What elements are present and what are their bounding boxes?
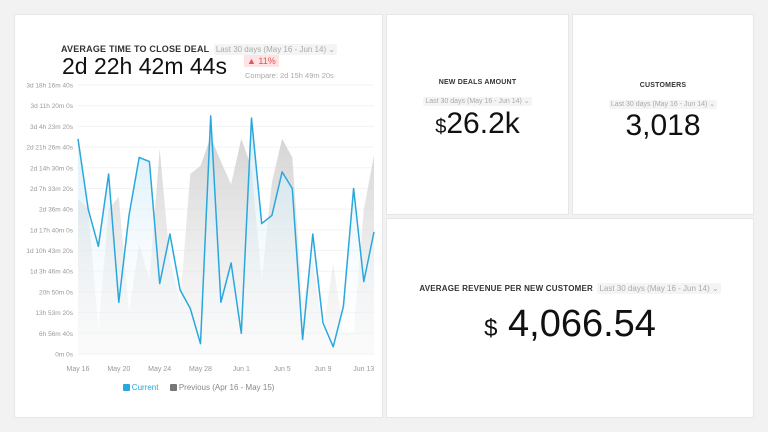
value-text: 4,066.54 — [508, 303, 656, 345]
metric-value: $26.2k — [387, 107, 568, 141]
panel-title: CUSTOMERS — [639, 82, 687, 89]
avg-revenue-panel: AVERAGE REVENUE PER NEW CUSTOMER Last 30… — [386, 218, 754, 418]
change-badge: ▲ 11% — [244, 55, 279, 67]
date-range-dropdown[interactable]: Last 30 days (May 16 - Jun 14) ⌄ — [597, 283, 721, 294]
date-range-label: Last 30 days (May 16 - Jun 14) — [215, 45, 327, 54]
new-deals-panel: NEW DEALS AMOUNT Last 30 days (May 16 - … — [386, 14, 569, 215]
legend-previous[interactable]: Previous (Apr 16 - May 15) — [169, 383, 275, 392]
date-range-dropdown[interactable]: Last 30 days (May 16 - Jun 14) ⌄ — [423, 97, 532, 106]
checkbox-checked-icon — [122, 384, 130, 391]
value-text: 26.2k — [446, 107, 520, 140]
currency-symbol: $ — [435, 116, 447, 138]
chevron-down-icon: ⌄ — [328, 45, 336, 54]
date-range-label: Last 30 days (May 16 - Jun 14) — [610, 101, 708, 108]
customers-panel: CUSTOMERS Last 30 days (May 16 - Jun 14)… — [572, 14, 754, 215]
legend-previous-label: Previous (Apr 16 - May 15) — [178, 383, 275, 392]
metric-value: 2d 22h 42m 44s — [62, 53, 227, 79]
checkbox-checked-icon — [169, 384, 177, 391]
currency-symbol: $ — [484, 315, 498, 342]
panel-title: AVERAGE REVENUE PER NEW CUSTOMER — [419, 284, 593, 293]
date-range-label: Last 30 days (May 16 - Jun 14) — [425, 98, 522, 105]
legend-current[interactable]: Current — [122, 383, 159, 392]
panel-title: NEW DEALS AMOUNT — [438, 79, 517, 86]
date-range-dropdown[interactable]: Last 30 days (May 16 - Jun 14) ⌄ — [213, 44, 338, 55]
metric-value: 3,018 — [625, 109, 701, 142]
date-range-dropdown[interactable]: Last 30 days (May 16 - Jun 14) ⌄ — [608, 100, 718, 109]
avg-time-to-close-panel: AVERAGE TIME TO CLOSE DEAL Last 30 days … — [14, 14, 383, 418]
legend-current-label: Current — [131, 383, 159, 392]
panel-title: AVERAGE TIME TO CLOSE DEAL — [61, 44, 210, 54]
metric-value: $ 4,066.54 — [387, 303, 753, 346]
legend: Current Previous (Apr 16 - May 15) — [15, 383, 382, 392]
date-range-label: Last 30 days (May 16 - Jun 14) — [599, 284, 710, 293]
compare-text: Compare: 2d 15h 49m 20s — [245, 71, 334, 80]
